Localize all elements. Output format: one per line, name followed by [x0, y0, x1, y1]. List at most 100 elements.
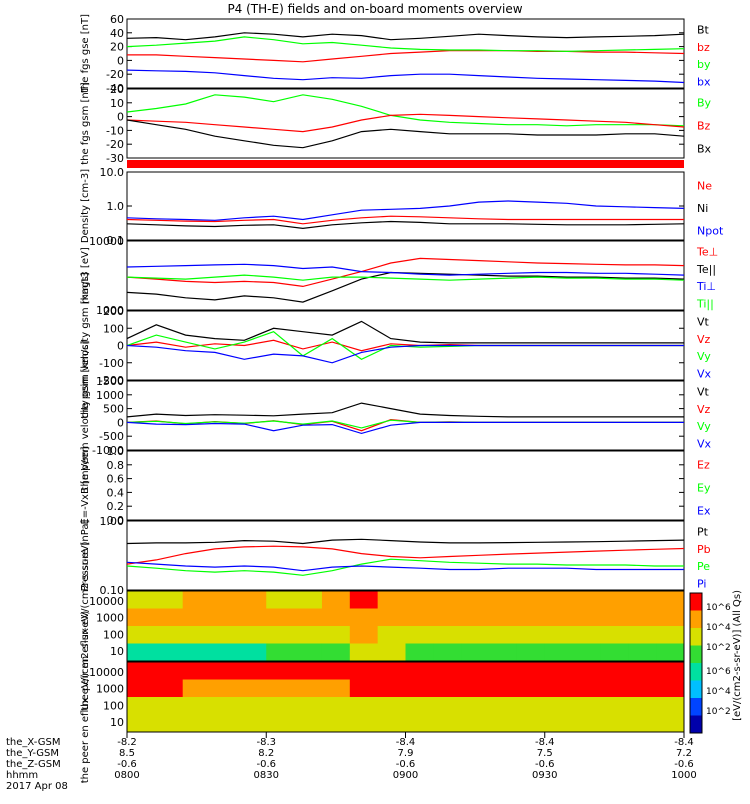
- spectro-cell: [628, 608, 657, 627]
- spectro-cell: [544, 679, 574, 698]
- footer-value: -8.3: [256, 737, 276, 748]
- spectro-cell: [377, 697, 406, 715]
- colorbar-segment: [690, 628, 702, 646]
- spectro-cell: [154, 679, 184, 698]
- spectro-cell: [516, 714, 546, 733]
- spectro-cell: [600, 662, 629, 680]
- series-line-Bz: [126, 113, 685, 133]
- spectro-cell: [321, 679, 351, 698]
- spectro-cell: [461, 591, 490, 609]
- spectro-cell: [544, 662, 574, 680]
- spectro-cell: [266, 591, 295, 609]
- spectro-cell: [127, 662, 156, 680]
- spectro-cell: [321, 714, 351, 733]
- spectro-cell: [516, 679, 546, 698]
- series-line-Ni: [126, 220, 685, 230]
- spectro-cell: [238, 608, 267, 627]
- legend-Ne: Ne: [697, 179, 712, 192]
- spectro-cell: [433, 626, 462, 644]
- spectro-cell: [349, 608, 379, 627]
- spectro-cell: [405, 697, 434, 715]
- spectro-cell: [516, 626, 546, 644]
- spectro-cell: [461, 697, 490, 715]
- panel-3: 10000 1000 magt3 [eV] Te⊥ Te|| Ti⊥ Ti||: [80, 235, 718, 317]
- series-line-Vx: [126, 421, 684, 435]
- panel-frame: [126, 240, 685, 311]
- colorbar-label: [eV/(cm2-s-sr-eV)] (All Qs): [732, 590, 743, 721]
- spectro-cell: [461, 643, 490, 662]
- ytick-label: 10000: [89, 235, 124, 248]
- ytick-label: 0.8: [107, 459, 125, 472]
- spectro-cell: [461, 679, 490, 698]
- spectro-cell: [656, 608, 685, 627]
- spectro-cell: [321, 626, 351, 644]
- panel-6: 1.00.80.60.40.20.0 E=-VxB [mV/m] Ez Ey Ex: [80, 445, 711, 527]
- spectro-cell: [266, 626, 295, 644]
- spectro-cell: [127, 714, 156, 733]
- spectro-cell: [544, 626, 574, 644]
- red-bar-fill: [127, 160, 684, 168]
- spectro-cell: [266, 697, 295, 715]
- spectro-cell: [238, 662, 267, 680]
- spectro-cell: [461, 662, 490, 680]
- spectro-cell: [210, 679, 239, 698]
- colorbar-tick: 10^6: [706, 603, 731, 613]
- legend-Bz: Bz: [697, 120, 711, 133]
- spectro-frame: [126, 590, 685, 662]
- ytick-label: 0: [117, 340, 124, 353]
- legend-Pt: Pt: [697, 526, 709, 539]
- spectro-cell: [294, 697, 323, 715]
- spectro-cell: [516, 662, 546, 680]
- spectro-cell: [600, 697, 629, 715]
- series-line-Vx: [126, 344, 684, 364]
- spectro-cell: [154, 714, 184, 733]
- spectro-cell: [321, 591, 351, 609]
- footer-value: 0930: [532, 770, 557, 781]
- footer-value: -0.6: [117, 759, 137, 770]
- spectro-cell: [433, 714, 462, 733]
- legend-Vz: Vz: [697, 403, 711, 416]
- panel-ylabel: Pressure [nPa]: [80, 520, 91, 592]
- spectro-cell: [544, 643, 574, 662]
- legend-Vy: Vy: [697, 420, 711, 433]
- spectro-cell: [154, 697, 184, 715]
- spectro-cell: [266, 679, 295, 698]
- colorbar-segment: [690, 680, 702, 699]
- footer-value: 7.9: [398, 748, 414, 759]
- series-line-Vt: [126, 402, 684, 418]
- legend-Vy: Vy: [697, 350, 711, 363]
- spectro-cell: [182, 608, 212, 627]
- spectro-cell: [516, 591, 546, 609]
- panel-2: 10.0 1.0 0.1 Density [cm-3] Ne Ni Npot: [80, 166, 724, 247]
- spectro-cell: [572, 643, 601, 662]
- panel-ylabel: Density [cm-3]: [80, 169, 91, 243]
- ytick-label: 0: [117, 416, 124, 429]
- spectro-cell: [489, 608, 518, 627]
- legend-Ni: Ni: [697, 202, 708, 215]
- spectro-cell: [210, 643, 239, 662]
- spectro-cell: [377, 608, 406, 627]
- ytick-label: -500: [99, 430, 124, 443]
- spectro-cell: [433, 591, 462, 609]
- ytick-label: 0: [117, 54, 124, 67]
- spectro-cell: [489, 643, 518, 662]
- ytick-label: 20: [110, 41, 124, 54]
- spectro-cell: [377, 626, 406, 644]
- spectro-cell: [238, 591, 267, 609]
- spectro-cell: [349, 643, 379, 662]
- legend-Vx: Vx: [697, 437, 712, 450]
- series-line-Te⊥: [126, 257, 685, 288]
- footer-row-label: the_Z-GSM: [6, 759, 61, 770]
- colorbar-frame: [689, 592, 703, 734]
- ytick-label: 20: [110, 83, 124, 96]
- spectro-cell: [489, 591, 518, 609]
- footer-value: -8.2: [117, 737, 137, 748]
- spectro-cell: [127, 643, 156, 662]
- spectro-cell: [210, 591, 239, 609]
- spectro-cell: [266, 643, 295, 662]
- panel-frame: [126, 520, 685, 591]
- series-line-By: [126, 94, 685, 127]
